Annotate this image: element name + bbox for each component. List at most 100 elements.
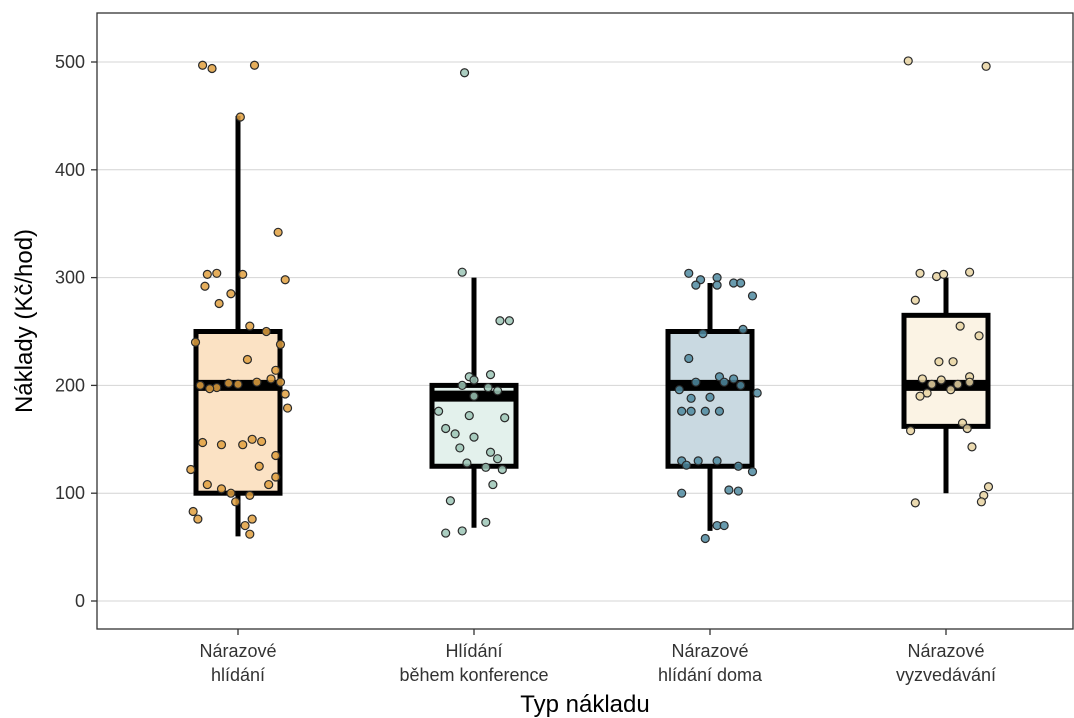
x-tick-label-line1: Hlídání (445, 641, 502, 661)
data-point (457, 267, 467, 277)
data-point (271, 365, 281, 375)
data-point (238, 440, 248, 450)
data-point (247, 514, 257, 524)
data-point (934, 357, 944, 367)
x-axis-ticks: Nárazové hlídání Hlídání během konference Ná… (199, 629, 996, 685)
data-point (712, 273, 722, 283)
data-point (488, 479, 498, 490)
data-point (752, 388, 762, 398)
data-point (915, 391, 925, 401)
data-point (493, 454, 503, 464)
data-point (223, 378, 234, 388)
data-point (728, 374, 739, 384)
data-point (500, 413, 510, 423)
data-point (733, 461, 743, 471)
x-tick-label-line1: Nárazové (907, 641, 984, 661)
data-point (205, 384, 215, 394)
data-point (719, 377, 729, 387)
data-point (198, 437, 208, 448)
data-point (280, 275, 290, 285)
data-point (247, 434, 257, 444)
points-group-3 (674, 268, 762, 544)
data-point (700, 533, 710, 544)
panel-border (96, 12, 1074, 630)
data-point (693, 456, 703, 466)
data-point (226, 488, 236, 498)
data-point (700, 406, 710, 416)
data-point (903, 56, 913, 66)
data-point (504, 316, 514, 326)
data-point (974, 331, 984, 341)
data-point (495, 316, 505, 326)
data-point (271, 472, 281, 482)
data-point (674, 385, 684, 395)
box-1 (193, 115, 283, 537)
data-point (434, 406, 444, 416)
data-point (964, 377, 975, 387)
data-point (441, 528, 451, 538)
data-point (226, 289, 236, 299)
x-tick-label-line2: během konference (399, 665, 548, 685)
data-point (469, 432, 479, 442)
data-point (681, 460, 692, 470)
data-point (186, 464, 196, 475)
data-point (712, 456, 722, 466)
data-point (457, 380, 467, 390)
data-point (967, 442, 977, 452)
data-point (910, 295, 920, 305)
data-point (245, 529, 255, 539)
data-point (273, 227, 283, 237)
data-point (441, 423, 451, 434)
box-3 (665, 282, 755, 531)
data-point (736, 380, 746, 390)
data-point (691, 377, 701, 387)
data-point (677, 488, 687, 498)
data-point (275, 339, 286, 350)
data-point (948, 357, 958, 367)
data-point (261, 326, 271, 337)
data-point (915, 268, 925, 278)
data-point (719, 520, 729, 531)
box-iqr (901, 312, 991, 429)
data-point (684, 268, 694, 278)
data-point (955, 321, 965, 331)
data-point (238, 269, 248, 279)
box-iqr (193, 329, 283, 496)
data-point (188, 506, 198, 517)
data-point (493, 386, 503, 396)
data-point (190, 337, 201, 347)
data-point (927, 379, 937, 389)
data-point (280, 389, 290, 399)
data-point (481, 462, 491, 472)
points-group-4 (903, 56, 994, 508)
data-point (257, 436, 267, 447)
y-tick-label: 500 (55, 52, 85, 72)
data-point (964, 267, 975, 277)
data-point (712, 280, 722, 290)
data-point (733, 486, 743, 496)
data-point (462, 458, 472, 468)
data-point (240, 520, 250, 531)
data-point (698, 329, 708, 339)
data-point (981, 61, 991, 71)
data-point (245, 321, 255, 331)
y-tick-label: 100 (55, 483, 85, 503)
data-point (249, 60, 260, 70)
data-point (481, 517, 491, 527)
data-point (275, 377, 286, 387)
data-point (905, 426, 916, 436)
data-point (450, 429, 460, 439)
data-point (193, 514, 203, 524)
data-point (195, 380, 205, 390)
data-point (242, 354, 253, 365)
data-point (747, 291, 758, 301)
x-tick-label-line1: Nárazové (199, 641, 276, 661)
data-point (271, 450, 281, 461)
data-point (983, 482, 994, 492)
data-point (686, 393, 696, 403)
data-point (485, 447, 496, 457)
data-point (738, 324, 748, 334)
data-point (962, 423, 972, 434)
data-point (266, 374, 276, 384)
